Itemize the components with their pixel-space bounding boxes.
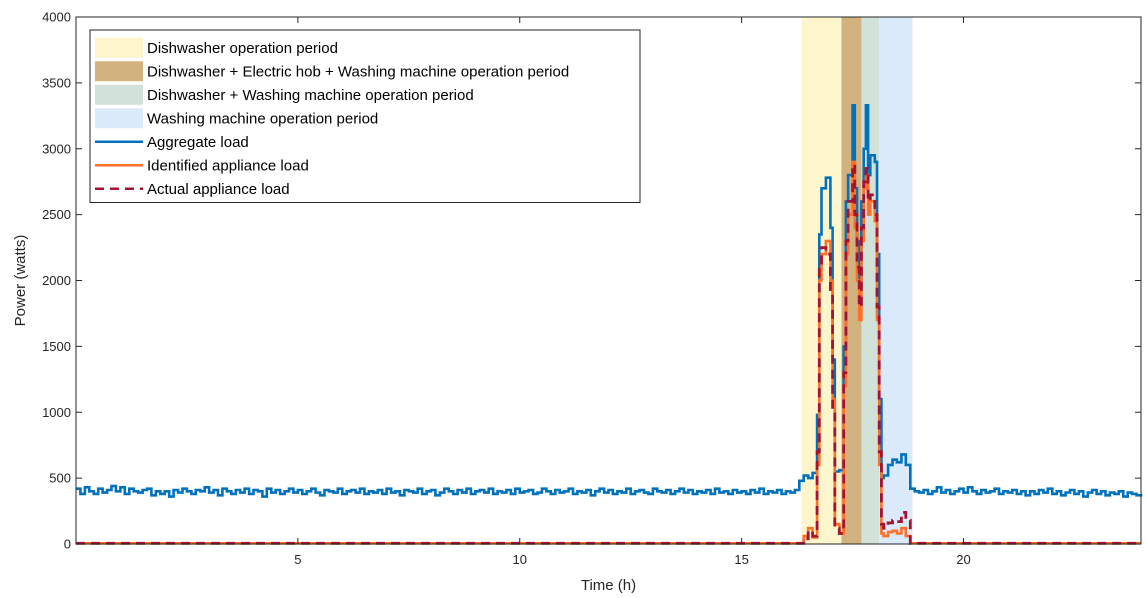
- legend-label-actual-appliance-load: Actual appliance load: [147, 181, 290, 198]
- axis-ticks: 5 10 15 20 0 500 1000 1500 2000 2500 3000 3500 4000: [42, 10, 1141, 567]
- legend-label-aggregate-load: Aggregate load: [147, 134, 249, 151]
- legend-box: [89, 29, 641, 203]
- y-tick-label: 2000: [42, 273, 71, 288]
- series-aggregate-load: [76, 104, 1143, 498]
- legend-swatch: [95, 61, 143, 82]
- legend: Dishwasher operation period Dishwasher + …: [89, 29, 641, 203]
- y-tick-label: 3000: [42, 141, 71, 156]
- series-actual-appliance-load: [76, 163, 1141, 545]
- y-tick-label: 500: [49, 471, 71, 486]
- legend-swatch: [95, 108, 143, 129]
- y-tick-label: 4000: [42, 10, 71, 25]
- y-tick-label: 0: [64, 537, 71, 552]
- legend-label-dishwasher-electric-hob-washing-machine-operation-period: Dishwasher + Electric hob + Washing mach…: [147, 63, 569, 80]
- legend-label-washing-machine-operation-period: Washing machine operation period: [147, 110, 378, 127]
- y-tick-label: 3500: [42, 75, 71, 90]
- x-tick-label: 15: [734, 552, 748, 567]
- y-tick-label: 1500: [42, 339, 71, 354]
- x-tick-label: 20: [956, 552, 970, 567]
- legend-label-dishwasher-washing-machine-operation-period: Dishwasher + Washing machine operation p…: [147, 87, 474, 104]
- x-tick-label: 5: [294, 552, 301, 567]
- y-axis-title: Power (watts): [12, 235, 29, 327]
- y-tick-label: 1000: [42, 405, 71, 420]
- period-band-2: [841, 17, 862, 544]
- series-lines: [76, 104, 1143, 545]
- legend-label-dishwasher-operation-period: Dishwasher operation period: [147, 40, 338, 57]
- x-axis-title: Time (h): [581, 577, 636, 594]
- series-identified-appliance-load: [76, 160, 1141, 545]
- legend-label-identified-appliance-load: Identified appliance load: [147, 157, 309, 174]
- legend-swatch: [95, 84, 143, 105]
- legend-swatch: [95, 37, 143, 58]
- x-tick-label: 10: [513, 552, 527, 567]
- y-tick-label: 2500: [42, 207, 71, 222]
